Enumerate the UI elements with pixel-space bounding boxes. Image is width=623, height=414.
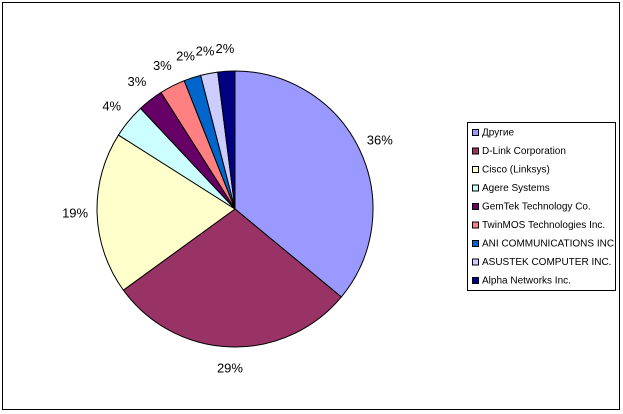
legend-swatch	[472, 203, 479, 210]
legend-swatch	[472, 184, 479, 192]
legend-label: ASUSTEK COMPUTER INC.	[482, 257, 611, 268]
legend-label: Agere Systems	[482, 183, 550, 194]
data-label: 3%	[128, 74, 147, 89]
legend-label: ANI COMMUNICATIONS INC.	[482, 239, 617, 250]
legend-label: Alpha Networks Inc.	[482, 276, 571, 287]
pie-slice	[217, 70, 236, 210]
data-label: 2%	[176, 48, 195, 63]
data-label: 19%	[62, 205, 88, 220]
legend-swatch	[472, 147, 479, 155]
data-label: 3%	[153, 58, 172, 73]
pie-slice	[96, 134, 236, 291]
data-label: 36%	[367, 132, 393, 147]
legend-swatch	[472, 221, 479, 229]
legend-swatch	[472, 258, 479, 266]
data-label: 4%	[102, 98, 121, 113]
legend-label: GemTek Technology Co.	[482, 202, 591, 213]
data-label: 2%	[216, 41, 235, 56]
legend-box	[467, 122, 616, 291]
legend-swatch	[472, 240, 479, 247]
legend-label: Cisco (Linksys)	[482, 165, 550, 176]
legend-swatch	[472, 277, 479, 284]
data-label: 29%	[217, 360, 243, 375]
pie-slice	[122, 208, 343, 348]
legend-swatch	[472, 166, 479, 173]
pie-slice	[234, 70, 374, 298]
legend-label: Другие	[482, 128, 514, 139]
data-label: 2%	[196, 43, 215, 58]
legend-swatch	[472, 129, 479, 136]
legend-label: TwinMOS Technologies Inc.	[482, 220, 605, 231]
legend-label: D-Link Corporation	[482, 146, 566, 157]
